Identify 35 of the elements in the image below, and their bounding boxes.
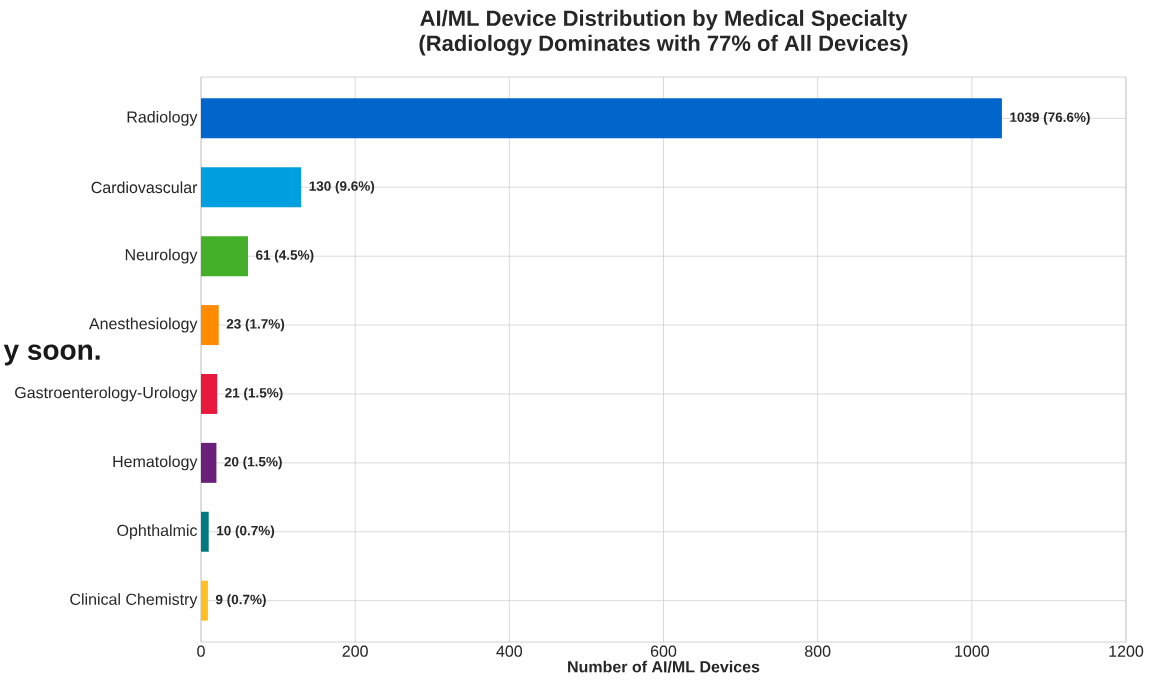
y-tick-label: Cardiovascular: [91, 181, 198, 194]
bar: [201, 167, 302, 208]
chart-title: AI/ML Device Distribution by Medical Specialty: [420, 9, 908, 31]
y-tick-label: Ophthalmic: [117, 524, 198, 540]
chart-subtitle: (Radiology Dominates with 77% of All Devices): [419, 34, 908, 56]
x-tick-label: 800: [805, 645, 831, 657]
y-tick-label: Anesthesiology: [88, 317, 198, 333]
data-label: 61 (4.5%): [256, 249, 314, 263]
text: y soon.: [3, 344, 100, 366]
data-label: 1039 (76.6%): [1010, 112, 1090, 125]
y-tick-label: Hematology: [113, 455, 198, 471]
bar: [201, 373, 218, 414]
bar: [201, 511, 209, 552]
bar: [201, 236, 249, 277]
bar: [201, 98, 1002, 139]
y-tick-label: Gastroenterology-Urology: [15, 386, 198, 402]
x-tick-label: 200: [342, 645, 368, 657]
x-axis-title: Number of AI/ML Devices: [568, 660, 760, 673]
x-tick-label: 1000: [955, 645, 989, 657]
bar: [201, 442, 217, 483]
bar: [201, 580, 208, 621]
y-tick-label: Radiology: [127, 110, 198, 126]
data-label: 9 (0.7%): [215, 594, 266, 607]
x-tick-label: 1200: [1109, 645, 1144, 657]
data-label: 20 (1.5%): [224, 456, 282, 470]
y-tick-label: Clinical Chemistry: [70, 593, 198, 609]
x-tick-label: 0: [197, 645, 205, 657]
y-tick-label: Neurology: [125, 248, 198, 264]
x-tick-label: 600: [650, 645, 677, 657]
data-label: 130 (9.6%): [309, 180, 375, 194]
bar: [201, 305, 219, 346]
data-label: 10 (0.7%): [217, 525, 275, 539]
x-tick-label: 400: [496, 645, 523, 657]
data-label: 23 (1.7%): [226, 318, 285, 332]
data-label: 21 (1.5%): [225, 387, 283, 401]
